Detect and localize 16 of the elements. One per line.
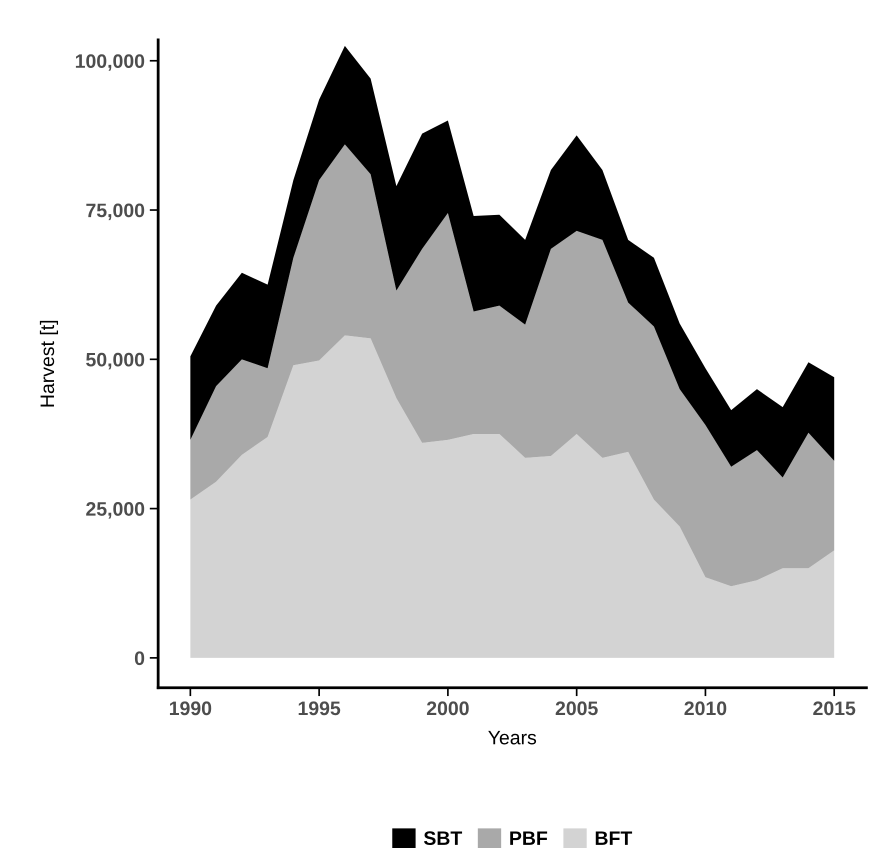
y-tick-label: 25,000 [86,502,144,519]
x-axis-title: Years [488,730,536,744]
y-axis-title: Harvest [t] [40,320,58,406]
x-tick-label: 2015 [813,701,856,716]
x-tick-label: 1990 [170,701,212,716]
x-tick-label: 2005 [556,701,598,716]
y-tick-label: 100,000 [76,54,144,71]
y-tick-label: 0 [134,651,144,666]
y-tick-label: 75,000 [86,204,144,220]
legend-label: BFT [596,831,632,845]
y-tick-label: 50,000 [86,352,144,370]
x-tick-label: 2000 [426,701,469,716]
legend-label: SBT [424,831,462,846]
x-tick-label: 1995 [298,701,340,716]
x-tick-label: 2010 [684,701,726,716]
legend-label: PBF [510,831,548,845]
